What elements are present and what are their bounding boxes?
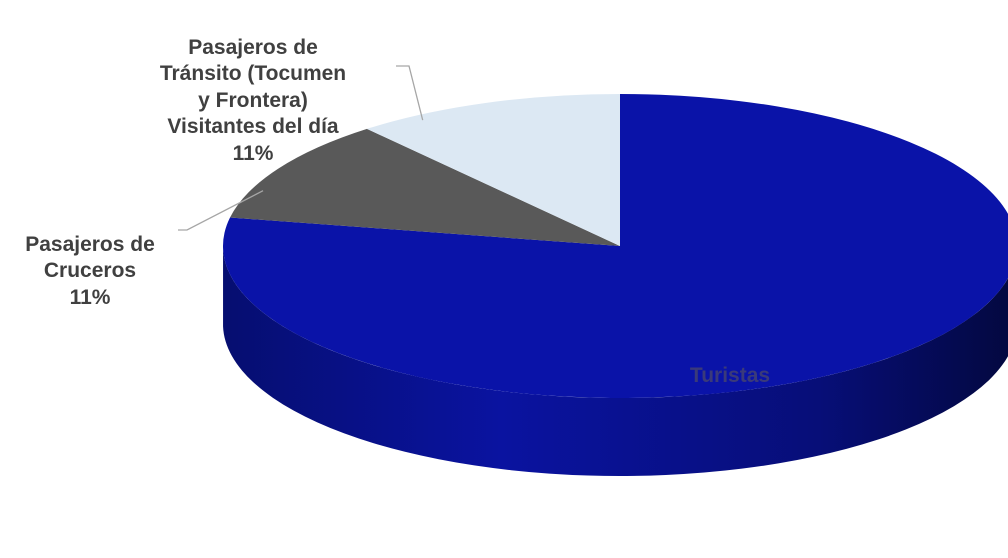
leader-line-transito: [396, 65, 424, 121]
slice-label-cruceros-name: Pasajeros de Cruceros: [25, 232, 155, 283]
pie-side-turistas: [223, 248, 1008, 476]
leader-lines: [178, 65, 424, 231]
slice-label-turistas: Turistas: [660, 337, 800, 389]
leader-line-cruceros: [178, 190, 264, 231]
pie-top-layer: [223, 94, 1008, 398]
pie-slice-turistas: [223, 94, 1008, 398]
pie-slice-pasajeros-de-cruceros: [230, 128, 620, 246]
pie-slice-pasajeros-de-transito-tocumen-y-frontera-visitantes-del-dia: [366, 94, 620, 246]
slice-label-transito-percent: 11%: [232, 141, 274, 165]
slice-label-turistas-name: Turistas: [689, 364, 771, 387]
slice-label-transito-name: Pasajeros de Tránsito (Tocumen y Fronter…: [159, 35, 347, 139]
slice-label-transito: Pasajeros de Tránsito (Tocumen y Fronter…: [128, 8, 378, 194]
slice-label-cruceros-percent: 11%: [69, 285, 111, 309]
slice-label-cruceros: Pasajeros de Cruceros 11%: [0, 205, 180, 338]
pie-side-layer: [223, 248, 1008, 476]
